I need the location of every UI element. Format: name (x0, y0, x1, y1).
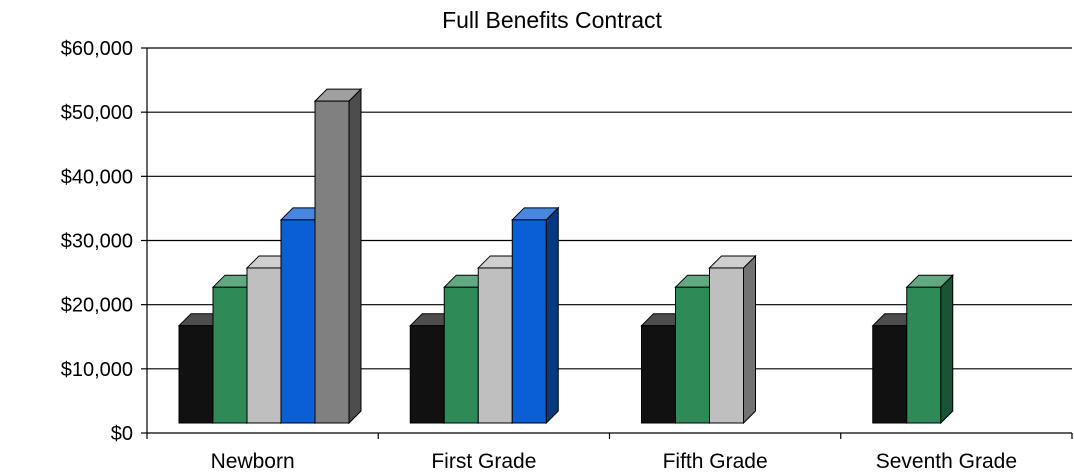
y-axis-tick-labels: $0 $10,000 $20,000 $30,000 $40,000 $50,000 $60… (61, 38, 133, 445)
x-category-label: First Grade (431, 450, 536, 473)
y-tick-label: $20,000 (61, 295, 133, 317)
x-category-label: Seventh Grade (876, 450, 1017, 473)
y-tick-label: $60,000 (61, 38, 133, 60)
x-category-label: Newborn (211, 450, 295, 473)
bars (177, 87, 954, 425)
y-tick-label: $10,000 (61, 359, 133, 381)
y-tick-label: $0 (111, 423, 133, 445)
chart-title: Full Benefits Contract (442, 7, 662, 33)
y-tick-label: $40,000 (61, 166, 133, 188)
bar (511, 206, 560, 425)
x-category-label: Fifth Grade (663, 450, 768, 473)
bar (313, 87, 363, 425)
x-axis-category-labels: Newborn First Grade Fifth Grade Seventh Gra… (211, 450, 1017, 473)
y-tick-label: $30,000 (61, 231, 133, 253)
y-tick-label: $50,000 (61, 102, 133, 124)
bar (905, 274, 954, 425)
axes (141, 47, 1073, 439)
bar (708, 254, 757, 425)
